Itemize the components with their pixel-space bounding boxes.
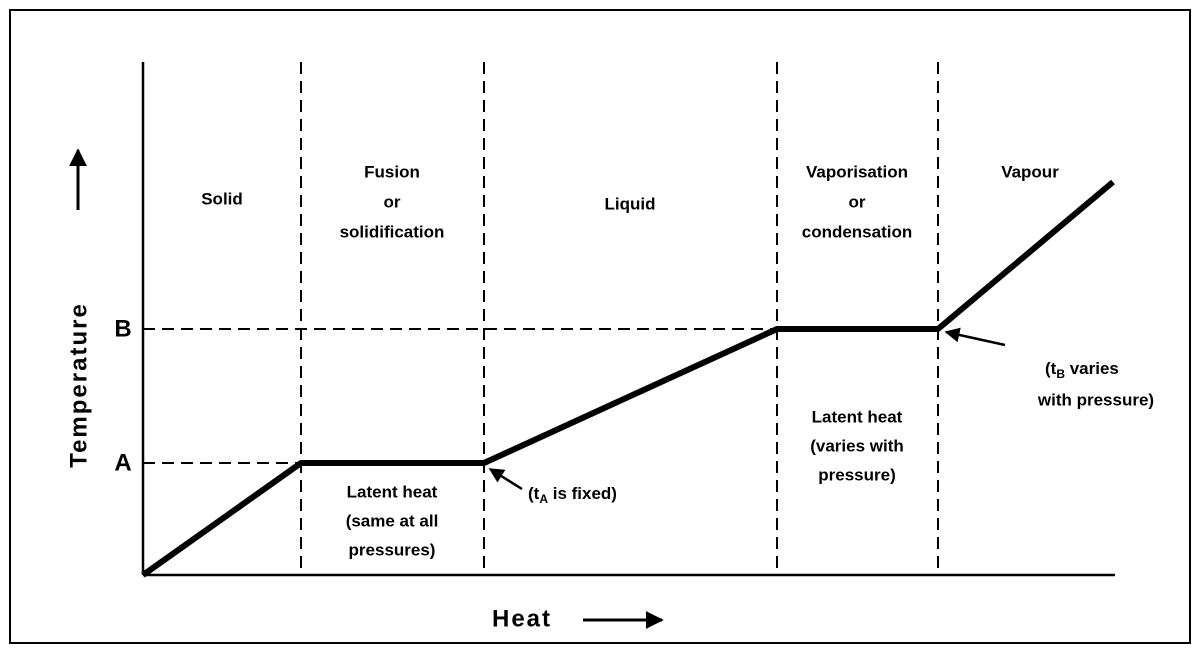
region-label: Liquid (605, 194, 656, 213)
region-label: solidification (340, 222, 445, 241)
annotation-sub: A (539, 492, 548, 506)
level-label: A (114, 449, 133, 476)
annotation-arrow (944, 327, 1006, 347)
latent-note: pressures) (349, 540, 436, 559)
frame (9, 9, 1191, 644)
region-label: condensation (802, 222, 913, 241)
region-label: or (384, 192, 401, 211)
annotation-text: (t (1045, 359, 1057, 378)
annotation-text: (t (528, 484, 540, 503)
region-label: Vaporisation (806, 162, 908, 181)
annotation: with pressure) (1037, 390, 1154, 409)
region-label: Vapour (1001, 162, 1059, 181)
annotation-sub: B (1056, 367, 1065, 381)
annotation-arrow (488, 467, 523, 491)
heating-curve (141, 179, 1115, 578)
region-label: or (849, 192, 866, 211)
x-axis-label: Heat (492, 605, 552, 632)
annotation: (tA is fixed) (528, 484, 617, 506)
region-label: Solid (201, 189, 243, 208)
latent-note: (same at all (346, 511, 439, 530)
annotation: (tB varies (1045, 359, 1119, 381)
region-label: Fusion (364, 162, 420, 181)
latent-note: (varies with (810, 436, 904, 455)
dividers (143, 62, 939, 575)
latent-note: Latent heat (347, 482, 438, 501)
latent-note: Latent heat (812, 407, 903, 426)
annotation-text: varies (1065, 359, 1119, 378)
level-label: B (114, 315, 133, 342)
y-axis-label: Temperature (65, 302, 92, 468)
annotation-text: is fixed) (548, 484, 617, 503)
latent-note: pressure) (818, 465, 895, 484)
